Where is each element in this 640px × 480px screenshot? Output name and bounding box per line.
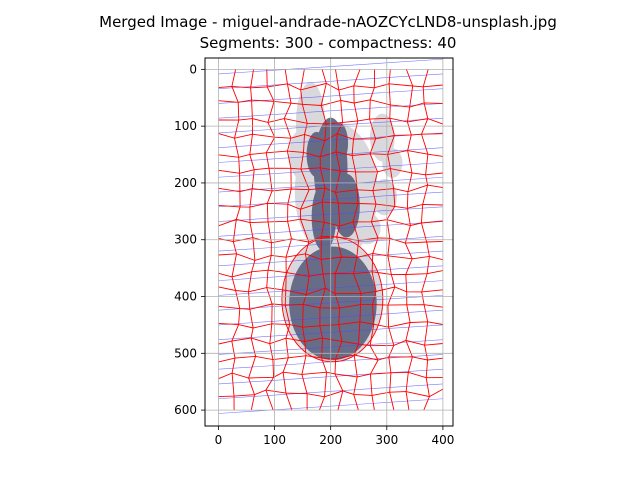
y-tick-label: 500	[174, 346, 197, 360]
chart-title: Merged Image - miguel-andrade-nAOZCYcLND…	[99, 13, 557, 31]
segment-boundary-col	[351, 69, 362, 411]
segment-boundary-row	[218, 167, 443, 176]
segment-boundary-row	[218, 337, 443, 347]
segment-boundary-row	[218, 354, 443, 363]
segment-boundary-col	[318, 69, 327, 411]
segment-boundary-row	[218, 321, 443, 329]
segment-boundary-row	[218, 388, 444, 398]
segment-boundary-col	[420, 69, 430, 411]
y-tick-label: 400	[174, 290, 197, 304]
segment-boundary-col	[300, 69, 310, 411]
segment-boundary-row	[218, 150, 443, 158]
x-tick-label: 0	[215, 433, 223, 447]
object-contour	[282, 237, 383, 362]
x-tick-label: 300	[375, 433, 398, 447]
segment-boundary-row	[218, 117, 444, 125]
y-axis: 0 100 200 300 400 500 600	[174, 62, 205, 417]
segment-boundary-col	[248, 69, 257, 411]
segment-boundary-row	[218, 184, 443, 193]
plot-frame	[204, 57, 454, 427]
segment-boundary-row	[218, 269, 443, 278]
x-tick-label: 400	[431, 433, 454, 447]
x-tick-label: 200	[319, 433, 342, 447]
segment-boundary-col	[282, 69, 293, 411]
segment-boundary-row	[218, 82, 443, 91]
segment-boundary-row	[218, 253, 444, 261]
x-tick-label: 100	[263, 433, 286, 447]
y-tick-label: 300	[174, 233, 197, 247]
y-tick-label: 100	[174, 119, 197, 133]
grid-lines	[205, 58, 453, 426]
segment-boundary-row	[218, 201, 443, 210]
segment-boundary-col	[369, 69, 379, 411]
y-tick-label: 200	[174, 176, 197, 190]
x-axis: 0 100 200 300 400	[215, 426, 454, 447]
segment-boundary-row	[218, 286, 443, 295]
y-tick-label: 0	[189, 62, 197, 76]
segment-boundary-row	[218, 218, 443, 227]
y-tick-label: 600	[174, 403, 197, 417]
segment-boundary-col	[265, 69, 276, 411]
segment-boundary-row	[218, 303, 443, 310]
chart-subtitle: Segments: 300 - compactness: 40	[200, 34, 457, 52]
